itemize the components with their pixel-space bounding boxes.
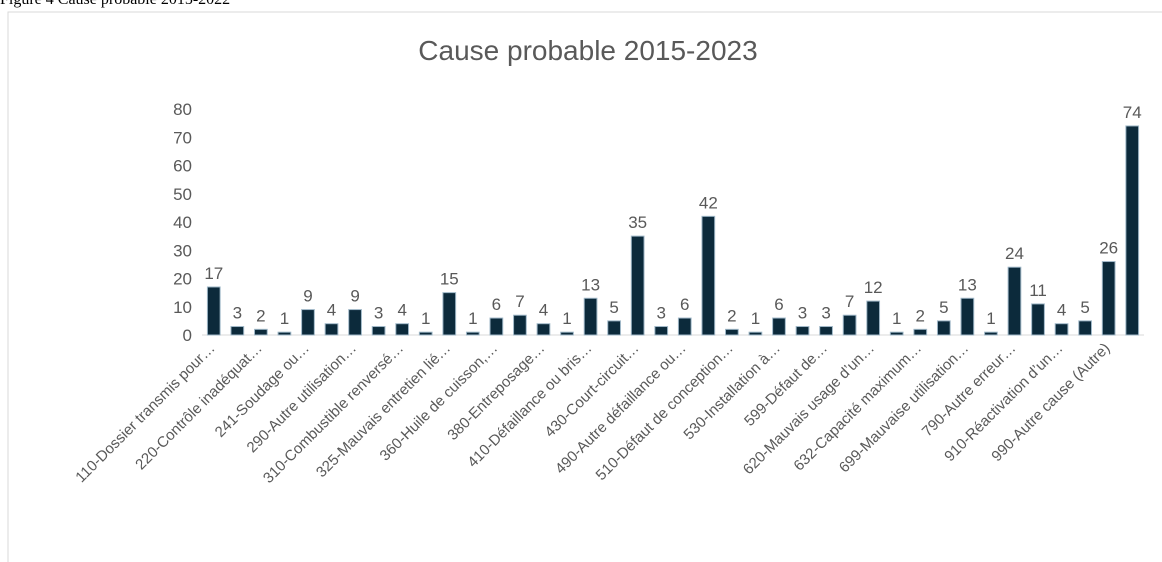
- value-label: 3: [233, 304, 242, 323]
- bar: [1125, 125, 1140, 336]
- bar: [630, 235, 645, 336]
- bar: [560, 331, 574, 336]
- bar: [936, 320, 951, 336]
- value-label: 7: [845, 292, 854, 311]
- bar: [795, 326, 810, 336]
- bar: [819, 326, 833, 336]
- bar: [1054, 323, 1069, 336]
- bar: [889, 331, 904, 336]
- value-label: 24: [1005, 244, 1024, 263]
- bar: [654, 326, 669, 336]
- value-label: 3: [374, 304, 383, 323]
- y-tick-label: 70: [173, 128, 192, 147]
- value-label: 5: [939, 298, 948, 317]
- bar: [254, 328, 268, 336]
- bar: [348, 309, 362, 336]
- bar: [842, 314, 857, 336]
- y-tick-label: 80: [173, 100, 192, 119]
- bar: [442, 292, 457, 336]
- bar: [960, 297, 975, 336]
- bar: [371, 326, 386, 336]
- bar: [701, 215, 716, 336]
- value-label: 6: [492, 295, 501, 314]
- value-label: 5: [1080, 298, 1089, 317]
- value-label: 1: [421, 309, 430, 328]
- value-label: 11: [1029, 281, 1047, 300]
- value-label: 9: [350, 287, 359, 306]
- chart-title: Cause probable 2015-2023: [418, 35, 757, 66]
- bar: [418, 331, 433, 336]
- bar: [489, 317, 504, 336]
- value-label: 1: [562, 309, 571, 328]
- bar: [984, 331, 998, 336]
- bar: [772, 317, 786, 336]
- bar: [748, 331, 763, 336]
- value-label: 4: [327, 301, 336, 320]
- bar: [206, 286, 221, 336]
- y-tick-label: 30: [173, 241, 192, 260]
- value-label: 4: [1057, 301, 1066, 320]
- bar: [301, 309, 315, 336]
- value-label: 17: [204, 264, 223, 283]
- value-label: 9: [303, 287, 312, 306]
- value-label: 1: [986, 309, 995, 328]
- bar: [513, 314, 527, 336]
- bar: [536, 323, 551, 336]
- value-label: 7: [515, 292, 524, 311]
- value-label: 1: [751, 309, 760, 328]
- value-label: 3: [656, 304, 665, 323]
- chart-border: [7, 11, 1162, 562]
- y-tick-label: 50: [173, 185, 192, 204]
- bar: [583, 297, 598, 336]
- value-label: 13: [958, 275, 977, 294]
- bar: [1078, 320, 1092, 336]
- bar: [1101, 261, 1116, 336]
- y-tick-label: 10: [173, 298, 192, 317]
- value-label: 6: [774, 295, 783, 314]
- figure-caption: Figure 4 Cause probable 2015-2022: [0, 0, 230, 8]
- value-label: 5: [609, 298, 618, 317]
- bar: [725, 328, 739, 336]
- value-label: 2: [727, 306, 736, 325]
- value-label: 4: [539, 301, 548, 320]
- x-tick-label: 599-Défaut de…: [741, 340, 831, 430]
- value-label: 1: [468, 309, 477, 328]
- bar: [677, 317, 692, 336]
- bar: [230, 326, 245, 336]
- bar: [607, 320, 621, 336]
- bar: [1007, 266, 1022, 336]
- bar: [395, 323, 410, 336]
- value-label: 42: [699, 193, 718, 212]
- value-label: 1: [892, 309, 901, 328]
- value-label: 35: [628, 213, 647, 232]
- value-label: 3: [821, 304, 830, 323]
- bar: [277, 331, 292, 336]
- value-label: 4: [397, 301, 406, 320]
- bar: [913, 328, 928, 336]
- value-label: 12: [864, 278, 883, 297]
- value-label: 3: [798, 304, 807, 323]
- value-label: 15: [440, 270, 459, 289]
- y-tick-label: 20: [173, 270, 192, 289]
- y-tick-label: 40: [173, 213, 192, 232]
- value-label: 2: [916, 306, 925, 325]
- value-label: 6: [680, 295, 689, 314]
- value-label: 13: [581, 275, 600, 294]
- y-tick-label: 0: [183, 326, 192, 345]
- value-label: 2: [256, 306, 265, 325]
- value-label: 74: [1123, 103, 1142, 122]
- bar: [866, 300, 881, 336]
- bar: [1031, 303, 1045, 336]
- value-label: 1: [280, 309, 289, 328]
- y-tick-label: 60: [173, 157, 192, 176]
- bar: [465, 331, 480, 336]
- bar: [324, 323, 339, 336]
- value-label: 26: [1099, 239, 1118, 258]
